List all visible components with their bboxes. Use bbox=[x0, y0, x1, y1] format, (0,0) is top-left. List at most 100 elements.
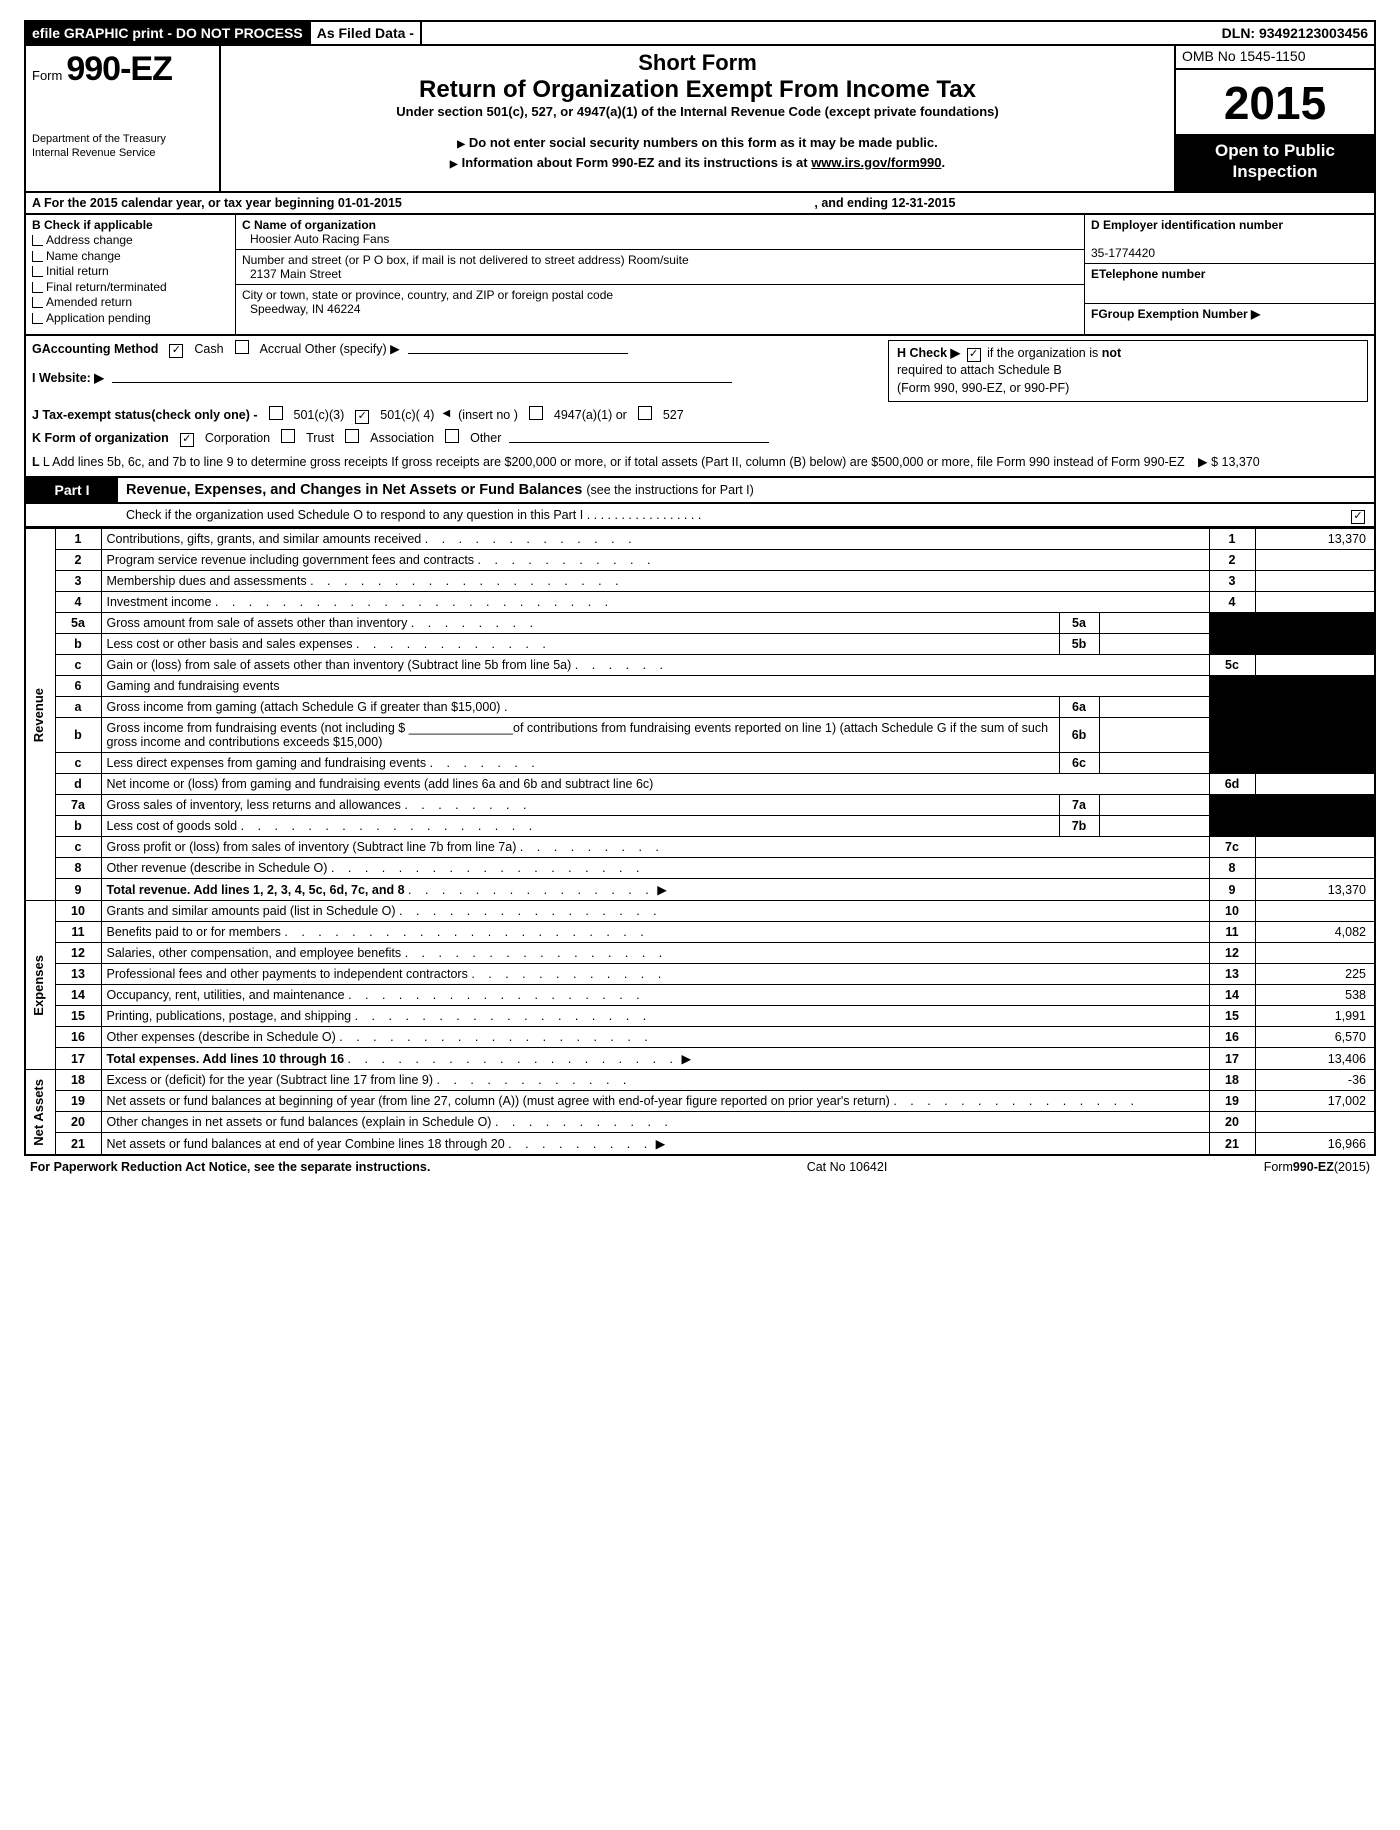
g-cash-checkbox[interactable] bbox=[166, 340, 186, 359]
chk-application-pending[interactable]: Application pending bbox=[32, 311, 229, 327]
l6-desc: Gaming and fundraising events bbox=[107, 679, 280, 693]
n15: 15 bbox=[55, 1006, 101, 1027]
l18-desc: Excess or (deficit) for the year (Subtra… bbox=[107, 1073, 434, 1087]
line-5b: b Less cost or other basis and sales exp… bbox=[25, 634, 1375, 655]
line-6: 6 Gaming and fundraising events bbox=[25, 676, 1375, 697]
ia6a bbox=[1099, 697, 1209, 718]
g-accrual-checkbox[interactable] bbox=[232, 340, 252, 359]
asfiled-label: As Filed Data - bbox=[309, 22, 422, 44]
l12-desc: Salaries, other compensation, and employ… bbox=[107, 946, 402, 960]
a2 bbox=[1255, 550, 1375, 571]
e-tel-label: ETelephone number bbox=[1091, 267, 1205, 281]
l14-desc: Occupancy, rent, utilities, and maintena… bbox=[107, 988, 345, 1002]
a13: 225 bbox=[1255, 964, 1375, 985]
g-cash: Cash bbox=[194, 340, 223, 359]
l3-desc: Membership dues and assessments bbox=[107, 574, 307, 588]
k-assoc: Association bbox=[370, 429, 434, 448]
h-text4: (Form 990, 990-EZ, or 990-PF) bbox=[897, 381, 1069, 395]
n13: 13 bbox=[55, 964, 101, 985]
line-19: 19 Net assets or fund balances at beginn… bbox=[25, 1091, 1375, 1112]
line-5a: 5a Gross amount from sale of assets othe… bbox=[25, 613, 1375, 634]
k-label: K Form of organization bbox=[32, 429, 169, 448]
line-16: 16 Other expenses (describe in Schedule … bbox=[25, 1027, 1375, 1048]
k-other-checkbox[interactable] bbox=[442, 429, 462, 448]
rn16: 16 bbox=[1209, 1027, 1255, 1048]
footer-form-word: Form bbox=[1264, 1160, 1293, 1174]
line-14: 14 Occupancy, rent, utilities, and maint… bbox=[25, 985, 1375, 1006]
l11-desc: Benefits paid to or for members bbox=[107, 925, 281, 939]
irs-link[interactable]: www.irs.gov/form990 bbox=[811, 155, 941, 170]
line-3: 3 Membership dues and assessments . . . … bbox=[25, 571, 1375, 592]
header-left: Form 990-EZ Department of the Treasury I… bbox=[26, 46, 221, 191]
chk-address-change[interactable]: Address change bbox=[32, 233, 229, 249]
part1-tag: Part I bbox=[26, 478, 118, 502]
j-501c3: 501(c)(3) bbox=[294, 406, 345, 425]
n6d: d bbox=[55, 774, 101, 795]
return-title: Return of Organization Exempt From Incom… bbox=[229, 76, 1166, 104]
j-4947-checkbox[interactable] bbox=[526, 406, 546, 425]
j-527-checkbox[interactable] bbox=[635, 406, 655, 425]
n4: 4 bbox=[55, 592, 101, 613]
line-6b: b Gross income from fundraising events (… bbox=[25, 718, 1375, 753]
part1-table: Revenue 1 Contributions, gifts, grants, … bbox=[24, 528, 1376, 1156]
blk-5b bbox=[1255, 613, 1375, 655]
dept-line2: Internal Revenue Service bbox=[32, 147, 213, 161]
g-other-line[interactable] bbox=[408, 340, 628, 354]
line-11: 11 Benefits paid to or for members . . .… bbox=[25, 922, 1375, 943]
l13-desc: Professional fees and other payments to … bbox=[107, 967, 468, 981]
chk-final-return[interactable]: Final return/terminated bbox=[32, 280, 229, 296]
blk-7 bbox=[1209, 795, 1255, 837]
side-expenses-label: Expenses bbox=[31, 955, 50, 1016]
j-501c3-checkbox[interactable] bbox=[266, 406, 286, 425]
a12 bbox=[1255, 943, 1375, 964]
j-501c-checkbox[interactable] bbox=[352, 406, 372, 425]
a5c bbox=[1255, 655, 1375, 676]
i-website-line[interactable] bbox=[112, 369, 732, 383]
line-1: Revenue 1 Contributions, gifts, grants, … bbox=[25, 529, 1375, 550]
c-name-value: Hoosier Auto Racing Fans bbox=[242, 232, 389, 246]
i7a: 7a bbox=[1059, 795, 1099, 816]
row-a-begin: A For the 2015 calendar year, or tax yea… bbox=[32, 196, 402, 210]
a7c bbox=[1255, 837, 1375, 858]
n5c: c bbox=[55, 655, 101, 676]
rn2: 2 bbox=[1209, 550, 1255, 571]
footer-mid: Cat No 10642I bbox=[430, 1160, 1263, 1174]
a17: 13,406 bbox=[1255, 1048, 1375, 1070]
header-right: OMB No 1545-1150 2015 Open to Public Ins… bbox=[1174, 46, 1374, 191]
g-label: GAccounting Method bbox=[32, 340, 158, 359]
n5a: 5a bbox=[55, 613, 101, 634]
side-revenue-label: Revenue bbox=[31, 688, 50, 742]
side-netassets: Net Assets bbox=[25, 1070, 55, 1156]
rn21: 21 bbox=[1209, 1133, 1255, 1156]
k-assoc-checkbox[interactable] bbox=[342, 429, 362, 448]
l6b-desc: Gross income from fundraising events (no… bbox=[107, 721, 1049, 749]
chk-amended-return[interactable]: Amended return bbox=[32, 295, 229, 311]
a10 bbox=[1255, 901, 1375, 922]
ia5b bbox=[1099, 634, 1209, 655]
rn11: 11 bbox=[1209, 922, 1255, 943]
k-trust-checkbox[interactable] bbox=[278, 429, 298, 448]
l1-desc: Contributions, gifts, grants, and simila… bbox=[107, 532, 422, 546]
rn17: 17 bbox=[1209, 1048, 1255, 1070]
l4-desc: Investment income bbox=[107, 595, 212, 609]
n1: 1 bbox=[55, 529, 101, 550]
footer-left: For Paperwork Reduction Act Notice, see … bbox=[30, 1160, 430, 1174]
ia7b bbox=[1099, 816, 1209, 837]
h-checkbox[interactable] bbox=[964, 346, 984, 360]
rn15: 15 bbox=[1209, 1006, 1255, 1027]
n6b: b bbox=[55, 718, 101, 753]
rn12: 12 bbox=[1209, 943, 1255, 964]
chk-initial-return[interactable]: Initial return bbox=[32, 264, 229, 280]
scho-checkbox[interactable] bbox=[1348, 508, 1368, 523]
l5c-desc: Gain or (loss) from sale of assets other… bbox=[107, 658, 572, 672]
k-other-line[interactable] bbox=[509, 429, 769, 443]
box-h: H Check ▶ if the organization is not req… bbox=[888, 340, 1368, 403]
chk-name-change[interactable]: Name change bbox=[32, 249, 229, 265]
l21-desc: Net assets or fund balances at end of ye… bbox=[107, 1137, 505, 1151]
line-13: 13 Professional fees and other payments … bbox=[25, 964, 1375, 985]
box-ghijkl: H Check ▶ if the organization is not req… bbox=[24, 336, 1376, 479]
k-corp-checkbox[interactable] bbox=[177, 429, 197, 448]
a14: 538 bbox=[1255, 985, 1375, 1006]
c-addr-value: 2137 Main Street bbox=[242, 267, 341, 281]
l8-desc: Other revenue (describe in Schedule O) bbox=[107, 861, 328, 875]
